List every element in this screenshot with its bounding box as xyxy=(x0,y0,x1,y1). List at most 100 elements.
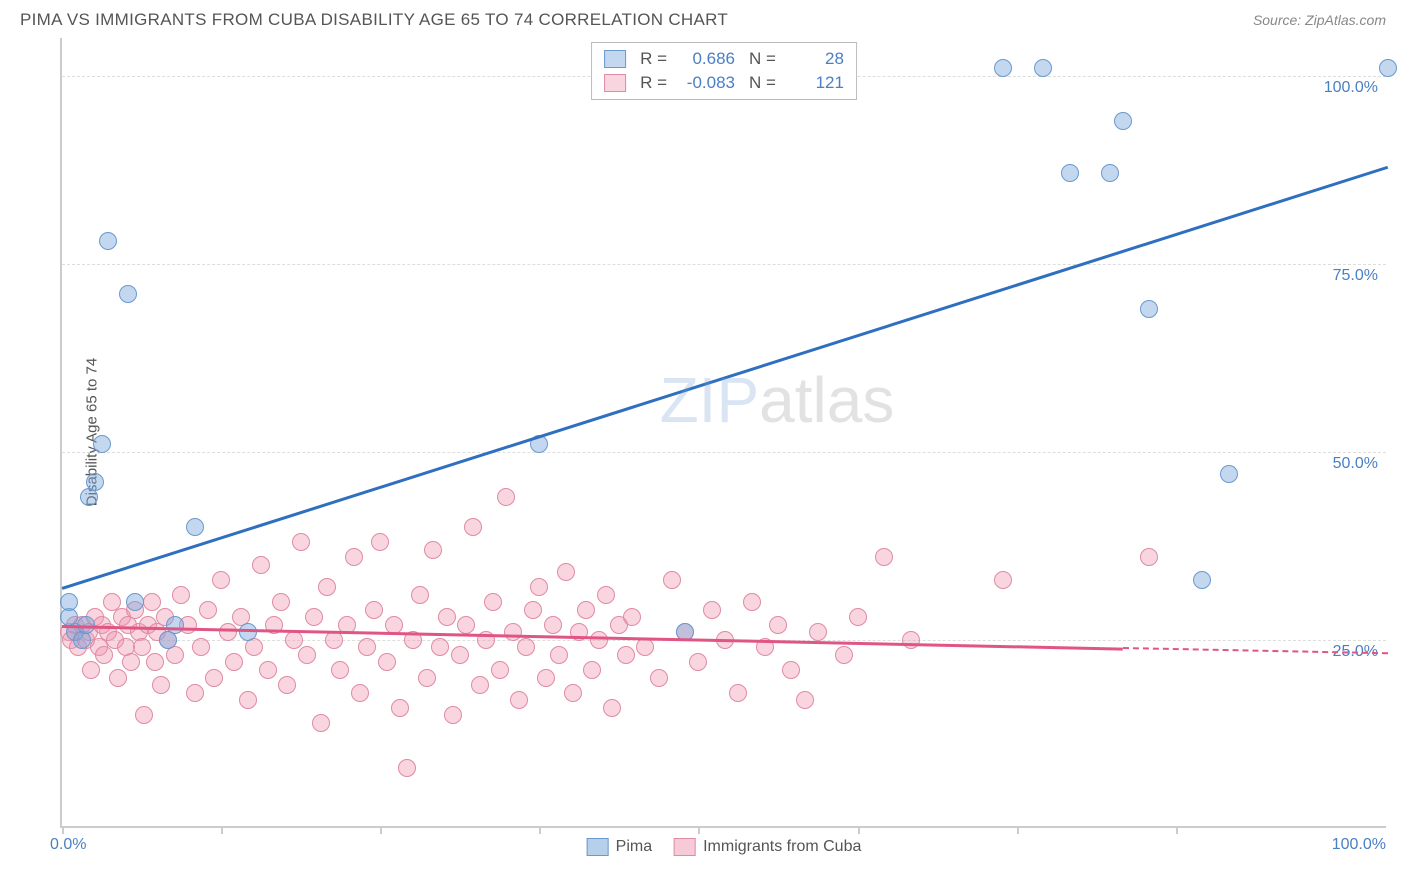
data-point xyxy=(464,518,482,536)
data-point xyxy=(438,608,456,626)
data-point xyxy=(1220,465,1238,483)
legend-row: R =-0.083N =121 xyxy=(604,71,844,95)
data-point xyxy=(650,669,668,687)
data-point xyxy=(135,706,153,724)
data-point xyxy=(444,706,462,724)
data-point xyxy=(133,638,151,656)
x-tick xyxy=(1176,826,1178,834)
correlation-legend: R = 0.686 N = 28R =-0.083N =121 xyxy=(591,42,857,100)
data-point xyxy=(703,601,721,619)
data-point xyxy=(636,638,654,656)
y-tick-label: 50.0% xyxy=(1333,455,1378,473)
y-tick-label: 75.0% xyxy=(1333,267,1378,285)
data-point xyxy=(143,593,161,611)
data-point xyxy=(126,593,144,611)
legend-swatch xyxy=(604,50,626,68)
legend-label: Pima xyxy=(616,838,652,856)
data-point xyxy=(219,623,237,641)
data-point xyxy=(809,623,827,641)
legend-item: Immigrants from Cuba xyxy=(674,838,861,856)
data-point xyxy=(186,518,204,536)
legend-swatch xyxy=(587,838,609,856)
data-point xyxy=(994,59,1012,77)
data-point xyxy=(225,653,243,671)
data-point xyxy=(398,759,416,777)
data-point xyxy=(391,699,409,717)
legend-item: Pima xyxy=(587,838,652,856)
x-tick xyxy=(221,826,223,834)
data-point xyxy=(172,586,190,604)
data-point xyxy=(152,676,170,694)
legend-n-label: N = xyxy=(749,73,776,93)
data-point xyxy=(239,691,257,709)
legend-n-value: 28 xyxy=(786,49,844,69)
data-point xyxy=(331,661,349,679)
data-point xyxy=(994,571,1012,589)
data-point xyxy=(146,653,164,671)
chart-container: Disability Age 65 to 74 25.0%50.0%75.0%1… xyxy=(60,38,1386,828)
plot-area: 25.0%50.0%75.0%100.0% xyxy=(62,38,1386,826)
data-point xyxy=(60,593,78,611)
data-point xyxy=(1140,300,1158,318)
data-point xyxy=(497,488,515,506)
data-point xyxy=(1114,112,1132,130)
data-point xyxy=(325,631,343,649)
legend-r-label: R = xyxy=(640,49,667,69)
data-point xyxy=(603,699,621,717)
data-point xyxy=(1193,571,1211,589)
data-point xyxy=(471,676,489,694)
data-point xyxy=(796,691,814,709)
y-tick-label: 100.0% xyxy=(1324,79,1378,97)
data-point xyxy=(318,578,336,596)
x-tick xyxy=(62,826,64,834)
data-point xyxy=(617,646,635,664)
legend-n-label: N = xyxy=(749,49,776,69)
data-point xyxy=(849,608,867,626)
data-point xyxy=(99,232,117,250)
data-point xyxy=(1379,59,1397,77)
data-point xyxy=(729,684,747,702)
data-point xyxy=(431,638,449,656)
legend-r-value: 0.686 xyxy=(677,49,735,69)
data-point xyxy=(1140,548,1158,566)
data-point xyxy=(418,669,436,687)
x-tick xyxy=(1017,826,1019,834)
x-axis-label-min: 0.0% xyxy=(50,836,86,854)
x-tick xyxy=(858,826,860,834)
data-point xyxy=(570,623,588,641)
data-point xyxy=(345,548,363,566)
data-point xyxy=(504,623,522,641)
data-point xyxy=(212,571,230,589)
legend-r-label: R = xyxy=(640,73,667,93)
data-point xyxy=(590,631,608,649)
trend-line xyxy=(62,166,1389,590)
data-point xyxy=(119,285,137,303)
data-point xyxy=(875,548,893,566)
data-point xyxy=(109,669,127,687)
data-point xyxy=(82,661,100,679)
data-point xyxy=(205,669,223,687)
data-point xyxy=(451,646,469,664)
data-point xyxy=(95,646,113,664)
data-point xyxy=(378,653,396,671)
data-point xyxy=(517,638,535,656)
data-point xyxy=(623,608,641,626)
data-point xyxy=(199,601,217,619)
data-point xyxy=(550,646,568,664)
legend-swatch xyxy=(674,838,696,856)
data-point xyxy=(769,616,787,634)
data-point xyxy=(371,533,389,551)
data-point xyxy=(457,616,475,634)
data-point xyxy=(365,601,383,619)
data-point xyxy=(73,631,91,649)
x-tick xyxy=(380,826,382,834)
data-point xyxy=(1101,164,1119,182)
data-point xyxy=(259,661,277,679)
data-point xyxy=(835,646,853,664)
legend-label: Immigrants from Cuba xyxy=(703,838,861,856)
x-axis-label-max: 100.0% xyxy=(1332,836,1386,854)
data-point xyxy=(491,661,509,679)
data-point xyxy=(272,593,290,611)
data-point xyxy=(358,638,376,656)
data-point xyxy=(537,669,555,687)
